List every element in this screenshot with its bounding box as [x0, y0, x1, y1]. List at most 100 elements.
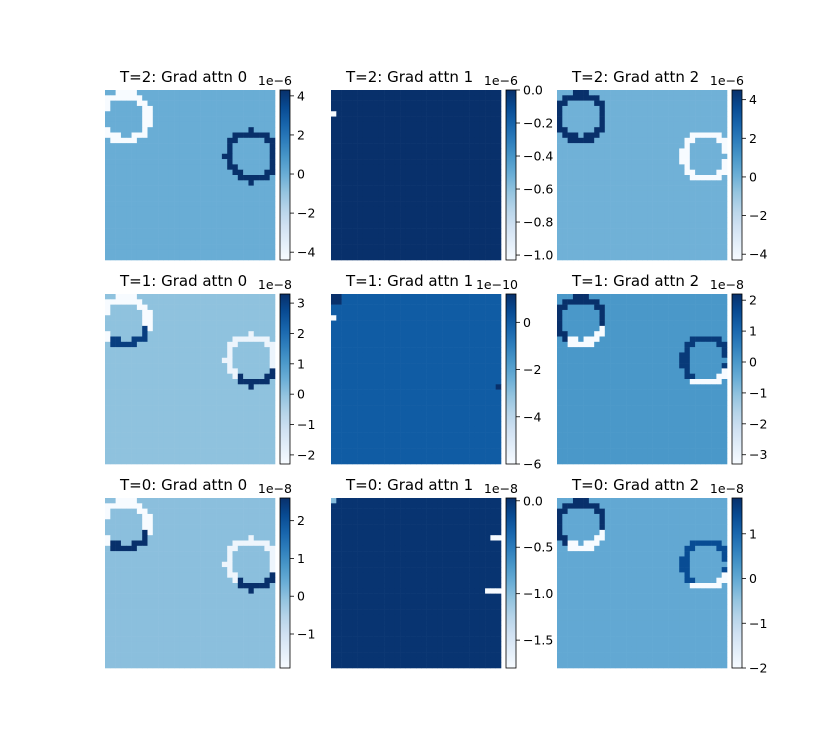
heatmap-cell: [431, 90, 438, 96]
heatmap-cell: [615, 121, 622, 128]
heatmap-cell: [711, 233, 717, 240]
heatmap-cell: [378, 249, 385, 255]
colorbar-tick-label: 0: [297, 167, 305, 182]
heatmap-cell: [120, 394, 127, 401]
heatmap-cell: [652, 137, 659, 144]
heatmap-cell: [232, 95, 239, 101]
heatmap-cell: [126, 222, 132, 229]
heatmap-cell: [604, 175, 611, 181]
heatmap-cell: [341, 394, 348, 401]
heatmap-cell: [389, 127, 396, 133]
heatmap-cell: [179, 426, 185, 433]
heatmap-cell: [389, 347, 396, 353]
heatmap-cell: [442, 132, 449, 139]
heatmap-cell: [243, 249, 249, 255]
heatmap-cell: [389, 159, 396, 165]
heatmap-cell: [136, 341, 143, 348]
heatmap-cell: [578, 228, 584, 234]
heatmap-cell: [237, 352, 244, 359]
heatmap-cell: [567, 249, 574, 255]
heatmap-cell: [105, 180, 111, 186]
heatmap-cell: [190, 116, 196, 123]
heatmap-cell: [458, 357, 465, 364]
heatmap-cell: [269, 437, 276, 444]
heatmap-cell: [105, 137, 111, 144]
heatmap-cell: [447, 175, 454, 181]
heatmap-cell: [474, 164, 481, 170]
heatmap-cell: [168, 389, 175, 396]
heatmap-cell: [362, 352, 369, 359]
heatmap-cell: [588, 190, 595, 197]
heatmap-cell: [152, 159, 159, 165]
heatmap-cell: [110, 352, 116, 359]
heatmap-cell: [115, 400, 122, 406]
heatmap-cell: [264, 363, 270, 369]
heatmap-cell: [557, 153, 563, 160]
heatmap-cell: [200, 384, 207, 390]
heatmap-cell: [652, 217, 659, 224]
heatmap-cell: [179, 143, 185, 149]
heatmap-cell: [652, 127, 659, 133]
heatmap-cell: [253, 336, 260, 343]
heatmap-cell: [362, 363, 369, 369]
heatmap-cell: [253, 352, 260, 359]
heatmap-cell: [684, 201, 691, 208]
heatmap-cell: [405, 90, 411, 96]
heatmap-cell: [578, 132, 584, 139]
heatmap-cell: [357, 410, 364, 417]
heatmap-cell: [572, 238, 579, 245]
heatmap-cell: [105, 448, 111, 454]
heatmap-cell: [426, 384, 433, 390]
heatmap-cell: [426, 100, 433, 107]
heatmap-cell: [410, 384, 417, 390]
heatmap-cell: [416, 325, 422, 332]
heatmap-cell: [331, 206, 337, 213]
heatmap-cell: [264, 185, 270, 192]
heatmap-cell: [174, 190, 180, 197]
heatmap-cell: [583, 121, 590, 128]
heatmap-cell: [458, 90, 465, 96]
heatmap-cell: [426, 190, 433, 197]
heatmap-cell: [426, 201, 433, 208]
heatmap-cell: [631, 249, 637, 255]
heatmap-cell: [389, 320, 396, 327]
heatmap-cell: [168, 228, 175, 234]
heatmap-cell: [400, 132, 406, 139]
heatmap-cell: [405, 331, 411, 337]
heatmap-cell: [458, 212, 465, 218]
heatmap-cell: [610, 121, 616, 128]
heatmap-cell: [495, 148, 502, 155]
heatmap-cell: [389, 121, 396, 128]
heatmap-cell: [615, 159, 622, 165]
heatmap-cell: [163, 217, 170, 224]
heatmap-cell: [578, 206, 584, 213]
heatmap-cell: [410, 143, 417, 149]
heatmap-cell: [416, 331, 422, 337]
heatmap-cell: [243, 90, 249, 96]
heatmap-cell: [200, 357, 207, 364]
heatmap-cell: [142, 437, 148, 444]
heatmap-cell: [394, 325, 401, 332]
heatmap-cell: [447, 121, 454, 128]
heatmap-cell: [426, 137, 433, 144]
heatmap-cell: [152, 206, 159, 213]
heatmap-cell: [357, 315, 364, 321]
heatmap-cell: [562, 153, 568, 160]
heatmap-cell: [416, 421, 422, 428]
heatmap-cell: [227, 164, 233, 170]
heatmap-cell: [583, 217, 590, 224]
heatmap-cell: [463, 363, 470, 369]
heatmap-cell: [341, 357, 348, 364]
heatmap-cell: [663, 153, 669, 160]
heatmap-cell: [668, 143, 675, 149]
heatmap-cell: [205, 437, 212, 444]
heatmap-cell: [384, 175, 390, 181]
heatmap-cell: [431, 201, 438, 208]
heatmap-cell: [695, 143, 701, 149]
heatmap-cell: [352, 309, 358, 316]
heatmap-cell: [479, 143, 486, 149]
heatmap-cell: [700, 148, 707, 155]
heatmap-cell: [237, 410, 244, 417]
heatmap-cell: [115, 363, 122, 369]
heatmap-cell: [142, 105, 148, 112]
